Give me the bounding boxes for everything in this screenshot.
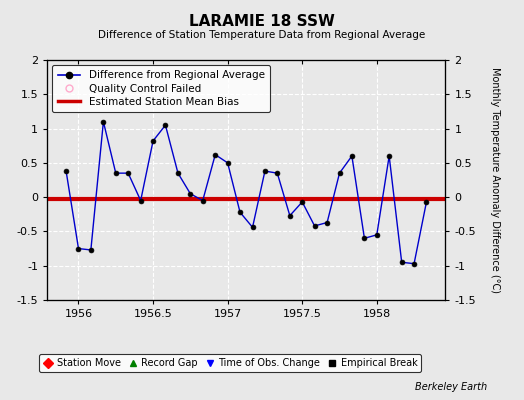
Y-axis label: Monthly Temperature Anomaly Difference (°C): Monthly Temperature Anomaly Difference (…: [490, 67, 500, 293]
Text: Berkeley Earth: Berkeley Earth: [415, 382, 487, 392]
Text: LARAMIE 18 SSW: LARAMIE 18 SSW: [189, 14, 335, 29]
Legend: Station Move, Record Gap, Time of Obs. Change, Empirical Break: Station Move, Record Gap, Time of Obs. C…: [39, 354, 421, 372]
Text: Difference of Station Temperature Data from Regional Average: Difference of Station Temperature Data f…: [99, 30, 425, 40]
